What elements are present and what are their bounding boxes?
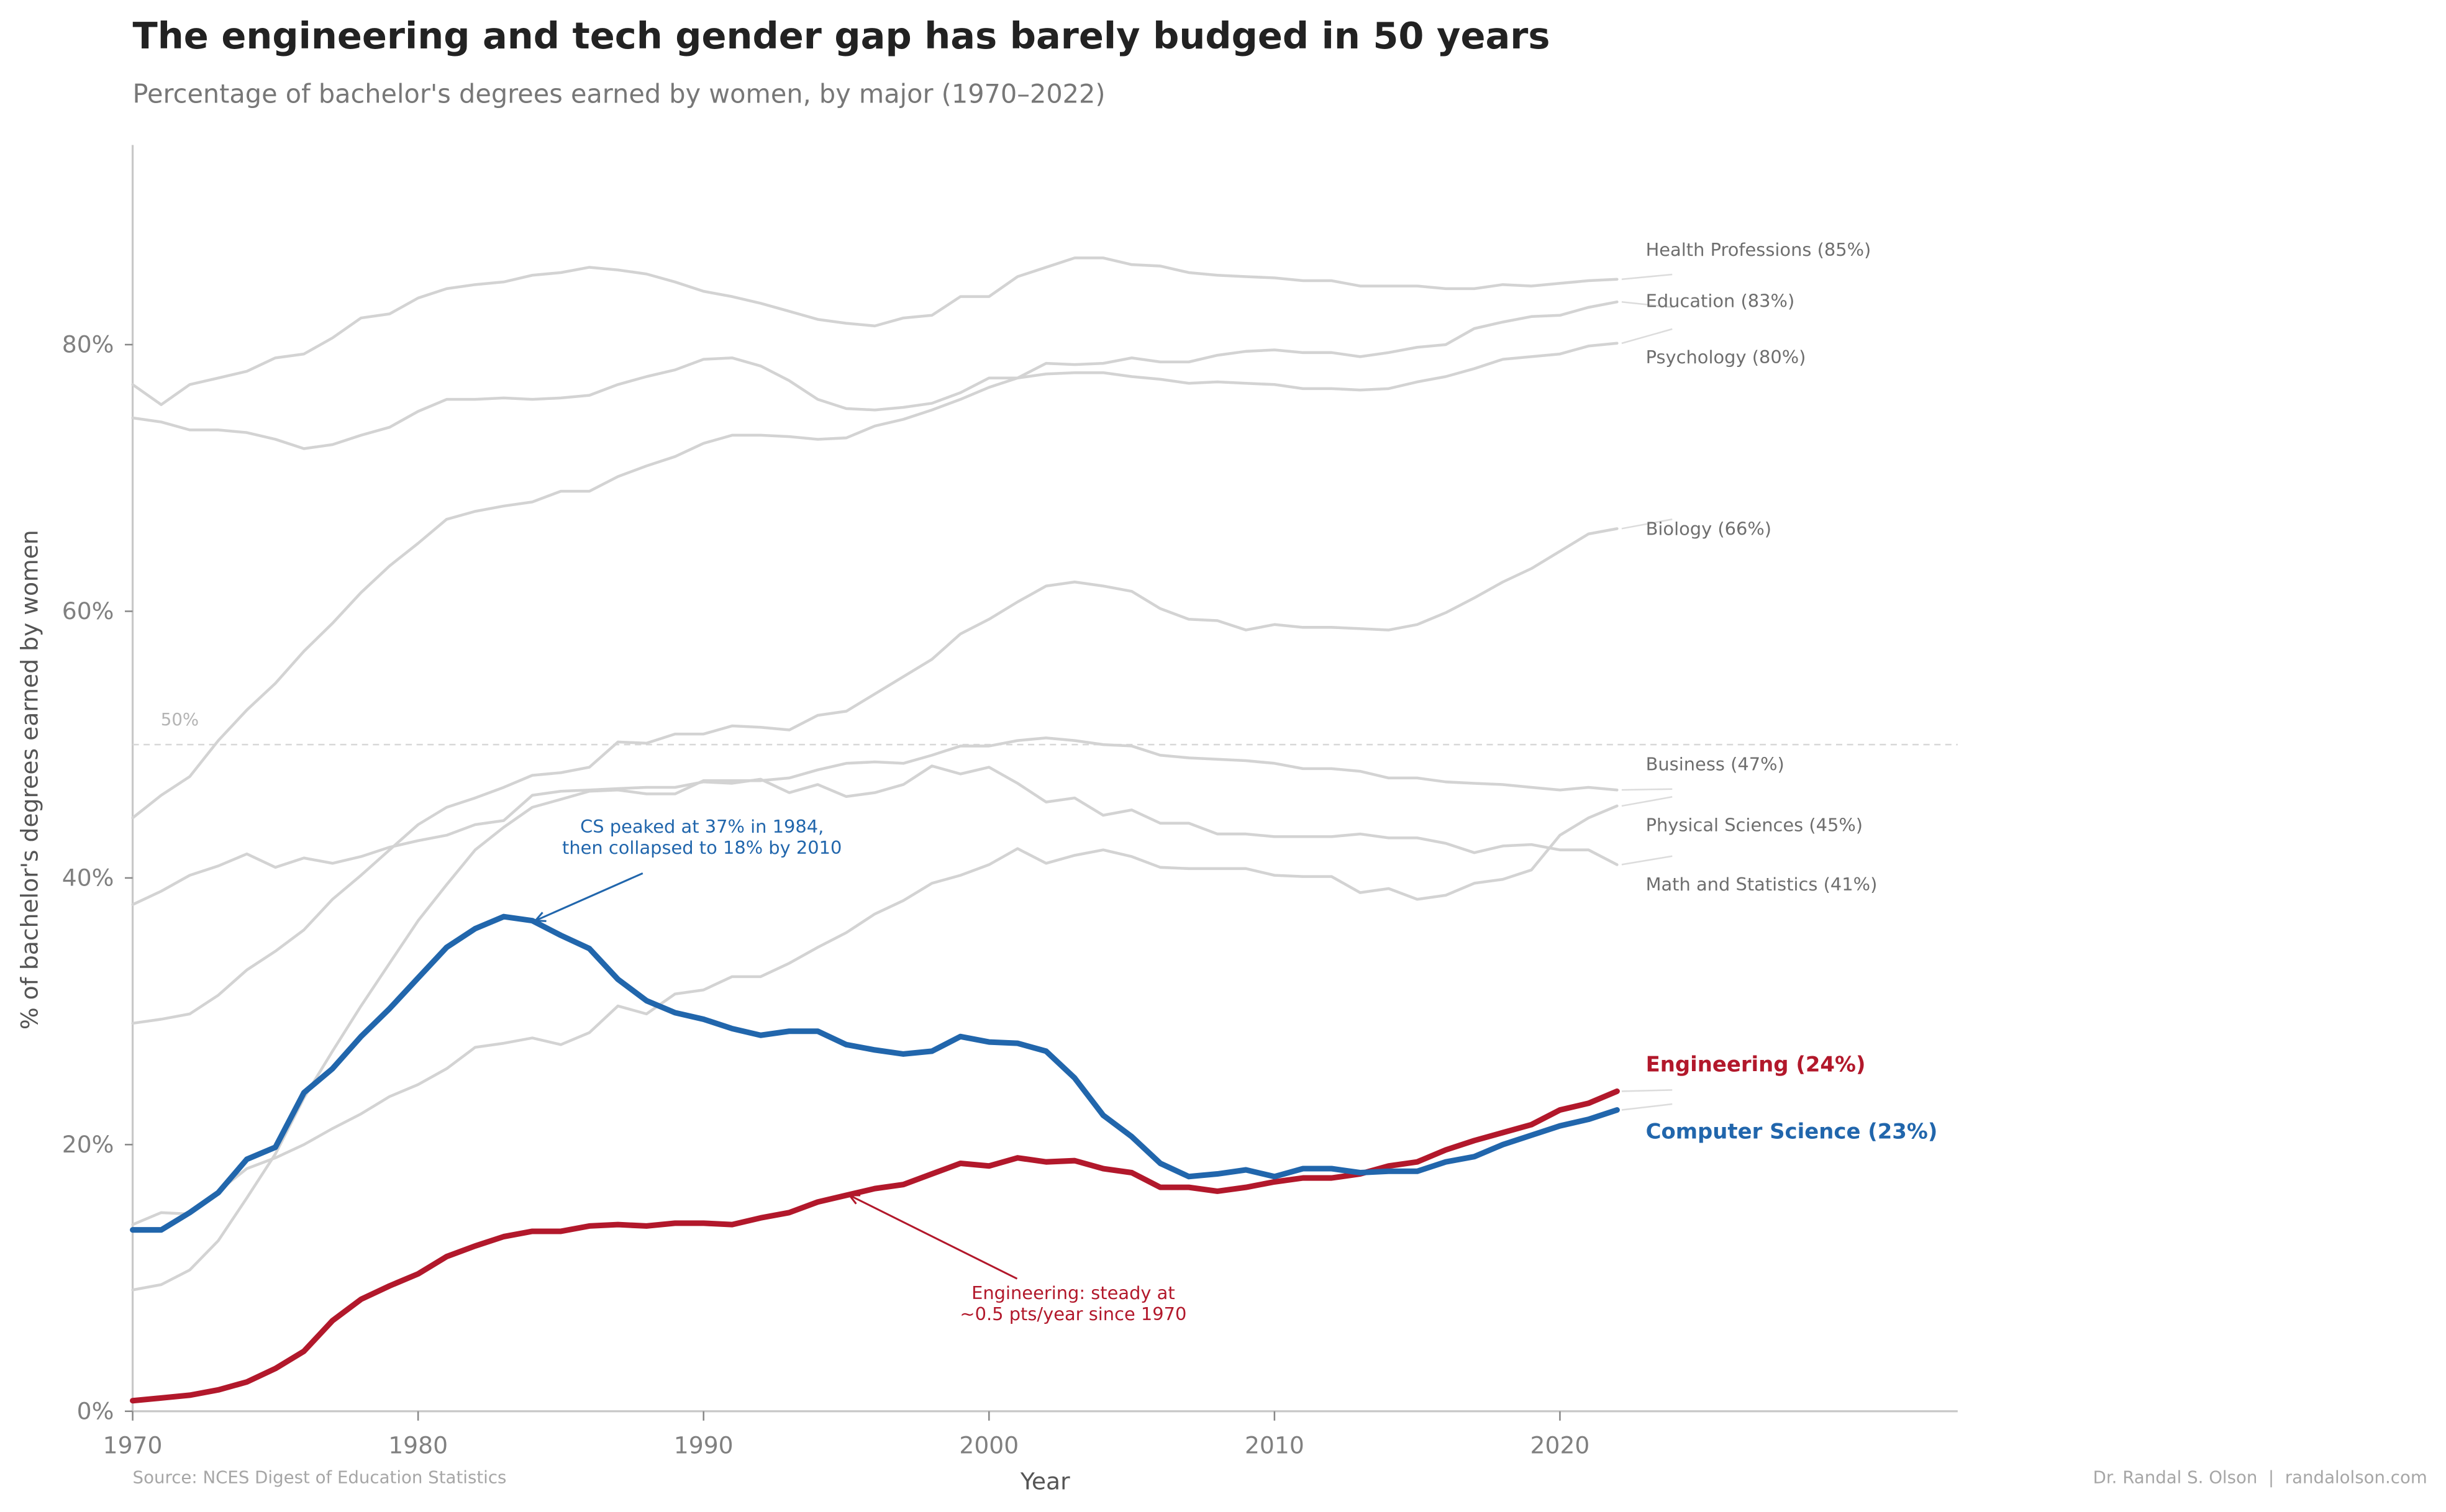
y-tick-label: 20%	[62, 1131, 114, 1158]
annotation-text: then collapsed to 18% by 2010	[562, 837, 842, 858]
label-connector	[1621, 273, 1673, 281]
label-connector	[1621, 796, 1673, 807]
credit-note: Dr. Randal S. Olson | randalolson.com	[2093, 1467, 2427, 1487]
y-tick-label: 0%	[77, 1397, 114, 1424]
label-connector	[1621, 855, 1673, 866]
annotation-arrow	[848, 1194, 1018, 1280]
chart-title: The engineering and tech gender gap has …	[133, 14, 1550, 57]
label-connector	[1621, 301, 1673, 308]
series-line-engineering	[130, 1088, 1620, 1404]
annotation-arrow	[535, 872, 643, 921]
series-label-math-and-statistics: Math and Statistics (41%)	[1646, 874, 1878, 895]
source-note: Source: NCES Digest of Education Statist…	[133, 1467, 507, 1487]
label-connector	[1621, 328, 1673, 345]
y-axis-title: % of bachelor's degrees earned by women	[16, 530, 43, 1030]
series-line-psychology	[131, 342, 1619, 820]
series-line-health-professions	[131, 256, 1619, 406]
x-tick-label: 1980	[388, 1432, 448, 1459]
y-tick-label: 40%	[62, 864, 114, 891]
x-tick-label: 2010	[1245, 1432, 1304, 1459]
series-label-business: Business (47%)	[1646, 754, 1784, 775]
annotation-text: Engineering: steady at	[971, 1282, 1175, 1303]
y-tick-label: 80%	[62, 331, 114, 358]
label-connector	[1621, 1089, 1673, 1092]
x-tick-label: 2000	[959, 1432, 1019, 1459]
series-line-physical-sciences	[131, 804, 1619, 1226]
series-label-psychology: Psychology (80%)	[1646, 346, 1806, 368]
series-label-health-professions: Health Professions (85%)	[1646, 239, 1871, 260]
x-tick-label: 2020	[1530, 1432, 1590, 1459]
series-label-engineering: Engineering (24%)	[1646, 1052, 1866, 1076]
chart-subtitle: Percentage of bachelor's degrees earned …	[133, 79, 1106, 109]
series-line-education	[131, 300, 1619, 450]
series-label-education: Education (83%)	[1646, 291, 1795, 312]
series-line-biology	[131, 527, 1619, 1025]
label-connector	[1621, 788, 1673, 791]
series-label-biology: Biology (66%)	[1646, 518, 1772, 539]
series-line-business	[131, 736, 1619, 1292]
axes: 50%	[131, 145, 1958, 1413]
annotation-arrowhead	[847, 1194, 861, 1205]
x-tick-label: 1990	[674, 1432, 734, 1459]
annotation-text: ~0.5 pts/year since 1970	[960, 1303, 1186, 1324]
label-connector	[1621, 1103, 1673, 1111]
series-label-computer-science: Computer Science (23%)	[1646, 1119, 1938, 1143]
annotation-text: CS peaked at 37% in 1984,	[580, 816, 824, 837]
series-label-physical-sciences: Physical Sciences (45%)	[1646, 815, 1863, 836]
x-tick-label: 1970	[103, 1432, 163, 1459]
reference-line-label: 50%	[161, 709, 199, 730]
x-axis-title: Year	[1020, 1467, 1070, 1495]
annotation-arrowhead	[533, 912, 547, 922]
y-tick-label: 60%	[62, 597, 114, 625]
series-line-math-and-statistics	[131, 764, 1619, 907]
label-connector	[1621, 518, 1673, 530]
series-line-computer-science	[130, 913, 1620, 1233]
